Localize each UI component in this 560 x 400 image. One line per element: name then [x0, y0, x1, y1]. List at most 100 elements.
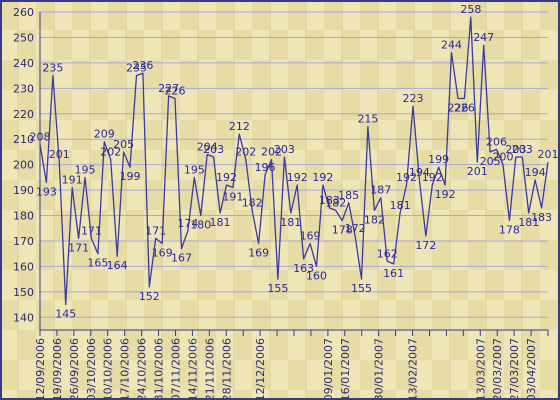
- data-label: 185: [338, 189, 359, 202]
- data-label: 191: [62, 174, 83, 187]
- x-tick-label: 21/11/2006: [203, 338, 216, 400]
- data-label: 203: [505, 143, 526, 156]
- y-tick-label: 160: [13, 260, 34, 273]
- x-tick-label: 13/03/2007: [474, 338, 487, 400]
- data-label: 178: [332, 224, 353, 237]
- data-label: 201: [467, 165, 488, 178]
- data-label: 163: [293, 262, 314, 275]
- data-label: 203: [203, 143, 224, 156]
- data-label: 164: [107, 259, 128, 272]
- x-tick-label: 10/10/2006: [102, 338, 115, 400]
- x-tick-label: 27/03/2007: [508, 338, 521, 400]
- data-label: 202: [100, 146, 121, 159]
- data-label: 192: [435, 188, 456, 201]
- data-label: 162: [377, 247, 398, 260]
- data-label: 155: [267, 282, 288, 295]
- series-line: [39, 16, 549, 306]
- data-label: 194: [409, 166, 430, 179]
- data-label: 199: [120, 170, 141, 183]
- data-label: 195: [75, 163, 96, 176]
- data-label: 194: [525, 166, 546, 179]
- data-label: 202: [235, 146, 256, 159]
- data-label: 172: [415, 239, 436, 252]
- data-label: 199: [428, 153, 449, 166]
- data-label: 236: [132, 59, 153, 72]
- data-label: 192: [396, 171, 417, 184]
- y-tick-label: 260: [13, 6, 34, 19]
- data-label: 258: [460, 3, 481, 16]
- data-label: 182: [242, 196, 263, 209]
- data-label: 235: [42, 62, 63, 75]
- y-tick-label: 180: [13, 210, 34, 223]
- data-label: 178: [499, 224, 520, 237]
- data-label: 180: [190, 219, 211, 232]
- y-axis: 140 150 160 170 180 190 200 210 220 230 240 250 260: [13, 6, 34, 324]
- x-tick-label: 16/01/2007: [339, 338, 352, 400]
- data-label: 205: [480, 155, 501, 168]
- data-label: 183: [531, 211, 552, 224]
- data-label: 187: [370, 184, 391, 197]
- data-label: 244: [441, 39, 462, 52]
- data-label: 181: [280, 216, 301, 229]
- data-label: 171: [145, 224, 166, 237]
- y-tick-label: 220: [13, 108, 34, 121]
- data-label: 174: [177, 217, 198, 230]
- data-label: 172: [345, 222, 366, 235]
- data-label: 202: [261, 146, 282, 159]
- x-tick-label: 24/10/2006: [136, 338, 149, 400]
- data-label: 192: [422, 171, 443, 184]
- data-label: 208: [30, 130, 51, 143]
- y-tick-label: 230: [13, 82, 34, 95]
- x-tick-label: 17/10/2006: [119, 338, 132, 400]
- data-label: 226: [165, 84, 186, 97]
- y-tick-label: 250: [13, 31, 34, 44]
- data-label: 181: [518, 216, 539, 229]
- data-label: 192: [312, 171, 333, 184]
- data-label: 165: [87, 257, 108, 270]
- y-tick-label: 240: [13, 57, 34, 70]
- data-label: 181: [210, 216, 231, 229]
- data-label: 169: [300, 230, 321, 243]
- x-tick-label: 30/01/2007: [373, 338, 386, 400]
- data-label: 182: [325, 196, 346, 209]
- x-tick-label: 09/01/2007: [322, 338, 335, 400]
- x-tick-label: 03/04/2007: [525, 338, 538, 400]
- x-tick-label: 12/09/2006: [34, 338, 47, 400]
- data-label: 247: [473, 31, 494, 44]
- data-label: 227: [158, 82, 179, 95]
- x-tick-label: 03/10/2006: [85, 338, 98, 400]
- data-label: 182: [364, 213, 385, 226]
- data-label: 145: [55, 308, 76, 321]
- data-label: 215: [357, 112, 378, 125]
- y-tick-label: 200: [13, 159, 34, 172]
- data-label: 167: [171, 252, 192, 265]
- data-label: 171: [81, 224, 102, 237]
- x-tick-label: 13/02/2007: [407, 338, 420, 400]
- data-label: 191: [222, 191, 243, 204]
- x-tick-label: 14/11/2006: [186, 338, 199, 400]
- x-tick-label: 12/12/2006: [254, 338, 267, 400]
- data-label: 204: [197, 140, 218, 153]
- x-tick-label: 31/10/2006: [153, 338, 166, 400]
- data-label: 205: [113, 138, 134, 151]
- data-label: 209: [94, 128, 115, 141]
- data-label: 201: [49, 148, 70, 161]
- series-line-path: [39, 16, 549, 306]
- data-label: 160: [306, 269, 327, 282]
- data-label: 161: [383, 267, 404, 280]
- x-tick-label: 07/11/2006: [169, 338, 182, 400]
- data-label: 171: [68, 241, 89, 254]
- data-label: 203: [274, 143, 295, 156]
- y-tick-label: 140: [13, 311, 34, 324]
- data-label: 181: [390, 199, 411, 212]
- data-label: 201: [538, 148, 559, 161]
- x-tick-label: 28/11/2006: [220, 338, 233, 400]
- y-tick-label: 210: [13, 133, 34, 146]
- data-label: 196: [255, 161, 276, 174]
- data-label: 226: [447, 101, 468, 114]
- x-tick-label: 20/03/2007: [491, 338, 504, 400]
- data-label: 169: [152, 247, 173, 260]
- data-label: 192: [216, 171, 237, 184]
